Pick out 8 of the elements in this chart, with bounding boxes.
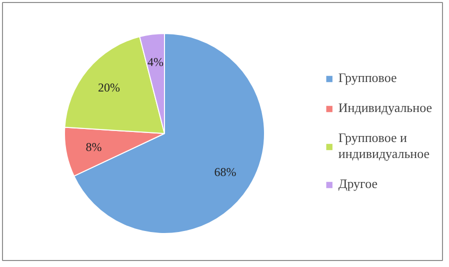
data-label: 68% [214,165,236,180]
data-label: 20% [98,80,120,95]
legend-label: Индивидуальное [338,100,432,116]
legend-label: Групповое [338,70,397,86]
data-label: 4% [147,55,164,70]
legend-label: Групповое и индивидуальное [338,130,430,162]
data-label: 8% [86,140,102,154]
legend-label: Другое [338,176,378,192]
